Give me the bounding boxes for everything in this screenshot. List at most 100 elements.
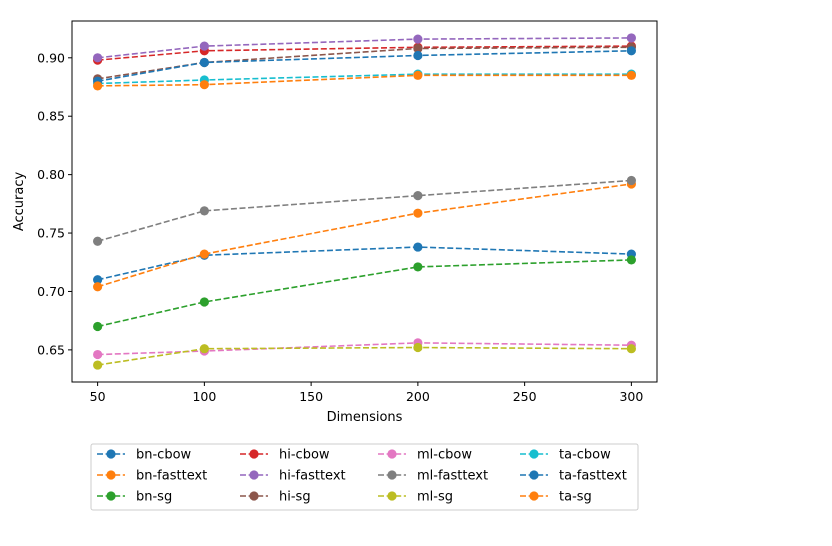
x-tick-label: 300 [619, 389, 643, 404]
legend-marker [529, 449, 539, 459]
legend-marker [106, 470, 116, 480]
y-axis-label: Accuracy [12, 172, 27, 232]
y-tick-label: 0.85 [37, 109, 65, 124]
series-line-hi-sg [97, 46, 632, 80]
data-point-ml-fasttext [93, 236, 103, 246]
y-tick-label: 0.90 [37, 50, 65, 65]
y-axis: 0.65 0.70 0.75 0.80 0.85 0.90 [37, 50, 72, 357]
legend-item-bn-fasttext: bn-fasttext [97, 469, 207, 484]
legend-item-ml-fasttext: ml-fasttext [378, 469, 488, 484]
data-point-ta-fasttext [626, 46, 636, 56]
y-tick-label: 0.75 [37, 226, 65, 241]
data-point-hi-fasttext [93, 53, 103, 63]
data-point-hi-sg [413, 43, 423, 54]
x-tick-label: 250 [513, 389, 537, 404]
legend-marker [106, 449, 116, 459]
x-axis-label: Dimensions [327, 410, 403, 425]
x-tick-label: 150 [299, 389, 323, 404]
data-point-ta-fasttext [199, 57, 209, 68]
data-point-bn-fasttext [413, 208, 423, 218]
series-line-ml-sg [97, 346, 632, 366]
series-line-bn-cbow [97, 246, 632, 281]
data-point-hi-fasttext [413, 34, 423, 44]
data-point-bn-sg [93, 321, 103, 332]
x-tick-label: 100 [192, 389, 216, 404]
legend-label: bn-cbow [136, 448, 192, 463]
data-point-bn-fasttext [93, 282, 103, 292]
legend-marker [249, 470, 259, 480]
series-line-ml-cbow [97, 342, 632, 356]
y-tick-label: 0.65 [37, 342, 65, 357]
legend-label: bn-fasttext [136, 469, 207, 484]
data-point-ta-fasttext [413, 50, 423, 61]
legend-item-hi-cbow: hi-cbow [240, 448, 330, 463]
data-point-ta-sg [626, 70, 636, 80]
data-point-bn-fasttext [199, 249, 209, 259]
series-line-hi-cbow [97, 45, 632, 61]
legend-label: ta-cbow [559, 448, 611, 463]
series-line-hi-fasttext [97, 37, 632, 59]
y-tick-label: 0.80 [37, 167, 65, 182]
legend-label: ml-cbow [417, 448, 472, 463]
series-layer [93, 33, 636, 370]
legend-marker [249, 491, 259, 501]
legend-label: hi-sg [279, 490, 311, 505]
data-point-ml-fasttext [199, 206, 209, 216]
legend-item-ta-fasttext: ta-fasttext [520, 469, 627, 484]
x-tick-label: 200 [406, 389, 430, 404]
data-point-bn-cbow [93, 275, 103, 285]
legend-label: ta-sg [559, 490, 592, 505]
legend-item-bn-sg: bn-sg [97, 490, 172, 505]
x-axis: 50 100 150 200 250 300 [90, 382, 643, 404]
legend-item-hi-fasttext: hi-fasttext [240, 469, 346, 484]
legend-label: ml-fasttext [417, 469, 488, 484]
legend-marker [387, 491, 397, 501]
data-point-bn-cbow [413, 242, 423, 252]
legend-frame [90, 443, 639, 511]
legend-marker [387, 449, 397, 459]
legend-label: ml-sg [417, 490, 453, 505]
data-point-ml-cbow [93, 349, 103, 360]
legend-item-bn-cbow: bn-cbow [97, 448, 192, 463]
series-ml-sg [93, 342, 636, 370]
data-point-hi-fasttext [626, 33, 636, 43]
series-ml-fasttext [93, 175, 636, 246]
legend-item-ml-cbow: ml-cbow [378, 448, 472, 463]
legend-label: bn-sg [136, 490, 172, 505]
series-line-ta-cbow [97, 73, 632, 85]
data-point-ta-sg [199, 80, 209, 90]
data-point-bn-sg [626, 255, 636, 265]
data-point-ml-fasttext [626, 175, 636, 186]
legend-item-ta-cbow: ta-cbow [520, 448, 611, 463]
series-line-bn-fasttext [97, 183, 632, 288]
data-point-ml-sg [413, 342, 423, 353]
legend-marker [249, 449, 259, 459]
legend-marker [529, 470, 539, 480]
data-point-bn-sg [199, 297, 209, 307]
data-point-ml-sg [199, 344, 209, 354]
legend-label: ta-fasttext [559, 469, 627, 484]
data-point-ml-fasttext [413, 191, 423, 201]
data-point-ta-sg [93, 81, 103, 91]
x-tick-label: 50 [90, 389, 106, 404]
series-line-ta-sg [97, 74, 632, 87]
legend-item-ml-sg: ml-sg [378, 490, 453, 505]
data-point-ml-sg [93, 360, 103, 370]
legend-label: hi-fasttext [279, 469, 346, 484]
legend-marker [106, 491, 116, 501]
series-ta-sg [93, 70, 636, 91]
data-point-hi-fasttext [199, 41, 209, 51]
data-point-bn-sg [413, 262, 423, 272]
series-line-ml-fasttext [97, 179, 632, 242]
legend-item-ta-sg: ta-sg [520, 490, 592, 505]
y-tick-label: 0.70 [37, 284, 65, 299]
legend: bn-cbow bn-fasttext bn-sg hi-cbow hi-fasttex… [90, 443, 639, 511]
plot-frame [71, 20, 658, 383]
series-line-bn-sg [97, 259, 632, 328]
series-line-ta-fasttext [97, 49, 632, 82]
legend-marker [529, 491, 539, 501]
legend-marker [387, 470, 397, 480]
series-hi-fasttext [93, 33, 636, 63]
legend-item-hi-sg: hi-sg [240, 490, 311, 505]
